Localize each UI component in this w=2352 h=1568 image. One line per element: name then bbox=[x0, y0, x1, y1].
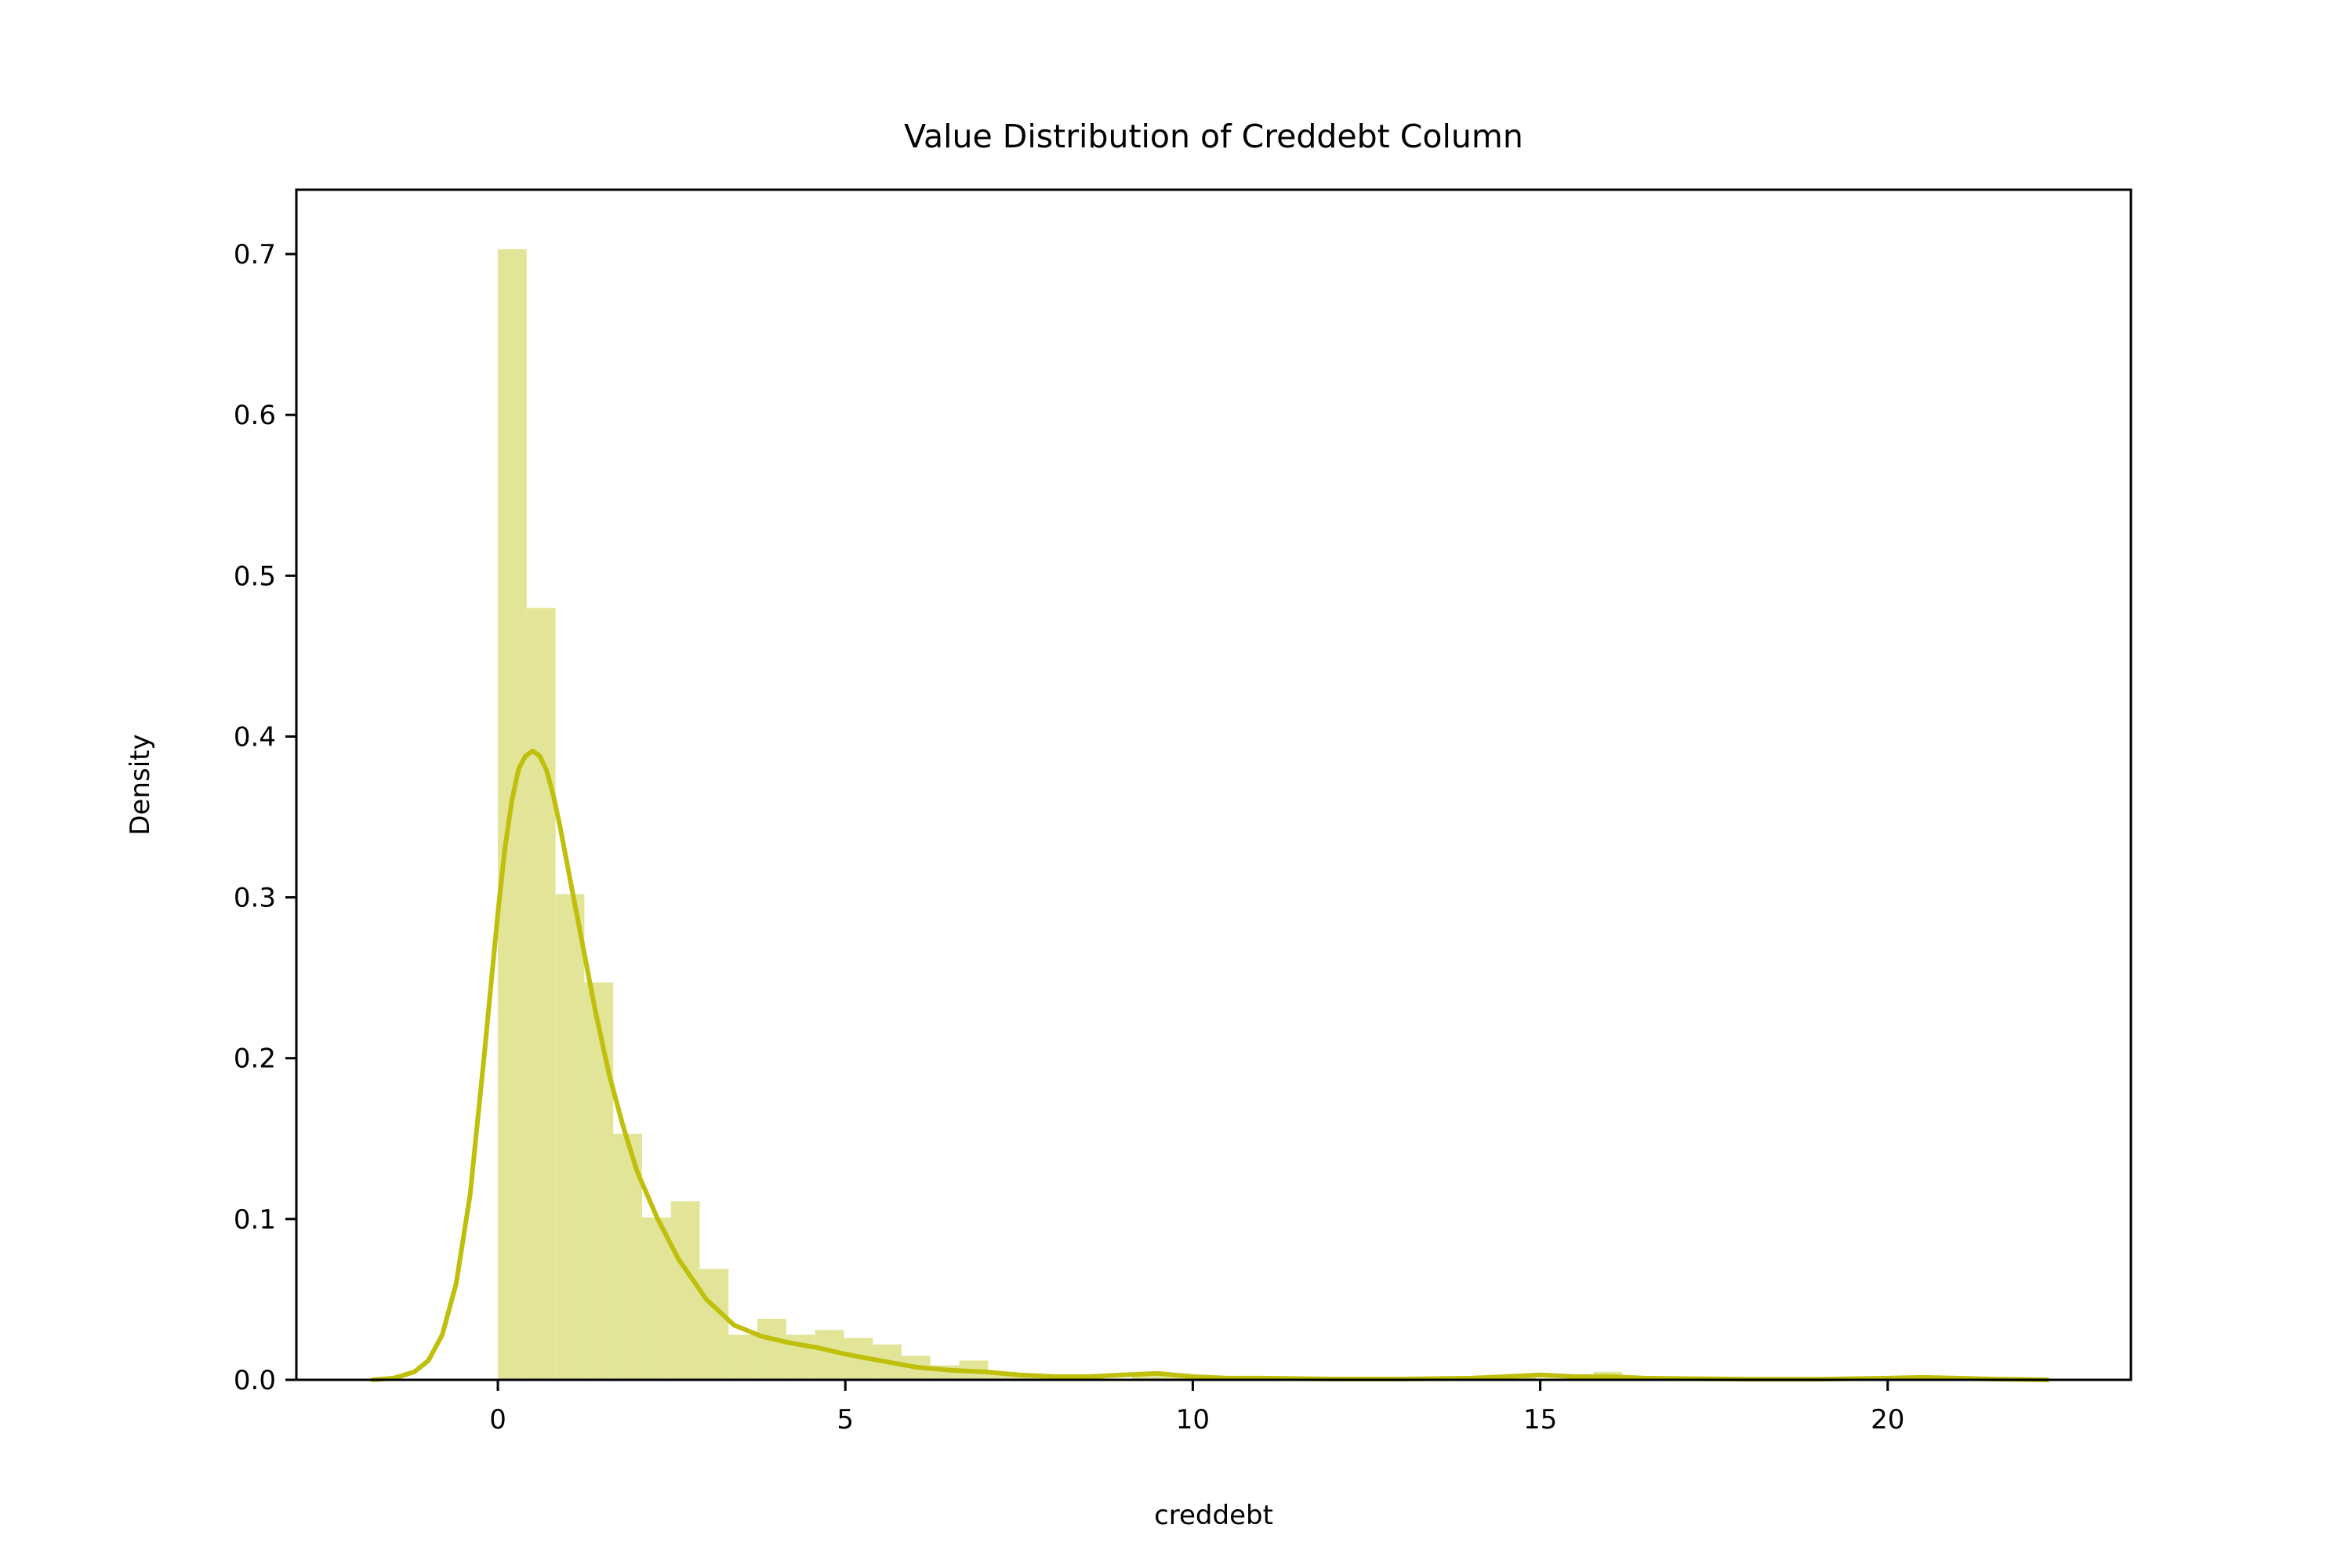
histogram-bar bbox=[728, 1334, 758, 1380]
y-tick-label: 0.6 bbox=[234, 400, 276, 431]
chart-title: Value Distribution of Creddebt Column bbox=[904, 118, 1523, 155]
histogram-bar bbox=[555, 894, 585, 1380]
histogram-bar bbox=[699, 1269, 729, 1380]
y-tick-label: 0.2 bbox=[234, 1044, 276, 1075]
y-tick-label: 0.3 bbox=[234, 883, 276, 914]
y-tick-label: 0.7 bbox=[234, 239, 276, 270]
y-tick-label: 0.5 bbox=[234, 561, 276, 592]
histogram-bar bbox=[641, 1217, 671, 1380]
x-tick-label: 20 bbox=[1871, 1404, 1904, 1436]
x-axis-ticks: 0 5 10 15 20 bbox=[489, 1380, 1904, 1436]
x-tick-label: 10 bbox=[1176, 1404, 1210, 1436]
y-tick-label: 0.0 bbox=[234, 1365, 276, 1396]
kde-curve-layer bbox=[370, 748, 2050, 1382]
y-tick-label: 0.1 bbox=[234, 1204, 276, 1236]
x-tick-label: 0 bbox=[489, 1404, 506, 1436]
histogram-bar bbox=[526, 608, 556, 1380]
histogram-bar bbox=[1132, 1374, 1162, 1380]
x-axis-label: creddebt bbox=[1154, 1500, 1273, 1531]
histogram-bar bbox=[757, 1319, 786, 1380]
histogram-bar bbox=[670, 1201, 700, 1380]
histogram-bars bbox=[498, 249, 1969, 1380]
histogram-bar bbox=[988, 1371, 1018, 1380]
y-tick-label: 0.4 bbox=[234, 721, 276, 753]
histogram-bar bbox=[498, 249, 527, 1380]
y-axis-label: Density bbox=[125, 734, 156, 835]
kde-line bbox=[370, 748, 2050, 1382]
histogram-bar bbox=[584, 982, 614, 1380]
y-axis-ticks: 0.0 0.1 0.2 0.3 0.4 0.5 0.6 0.7 bbox=[234, 239, 296, 1396]
x-tick-label: 15 bbox=[1523, 1404, 1557, 1436]
plot-frame bbox=[295, 188, 2132, 1381]
x-tick-label: 5 bbox=[837, 1404, 854, 1436]
